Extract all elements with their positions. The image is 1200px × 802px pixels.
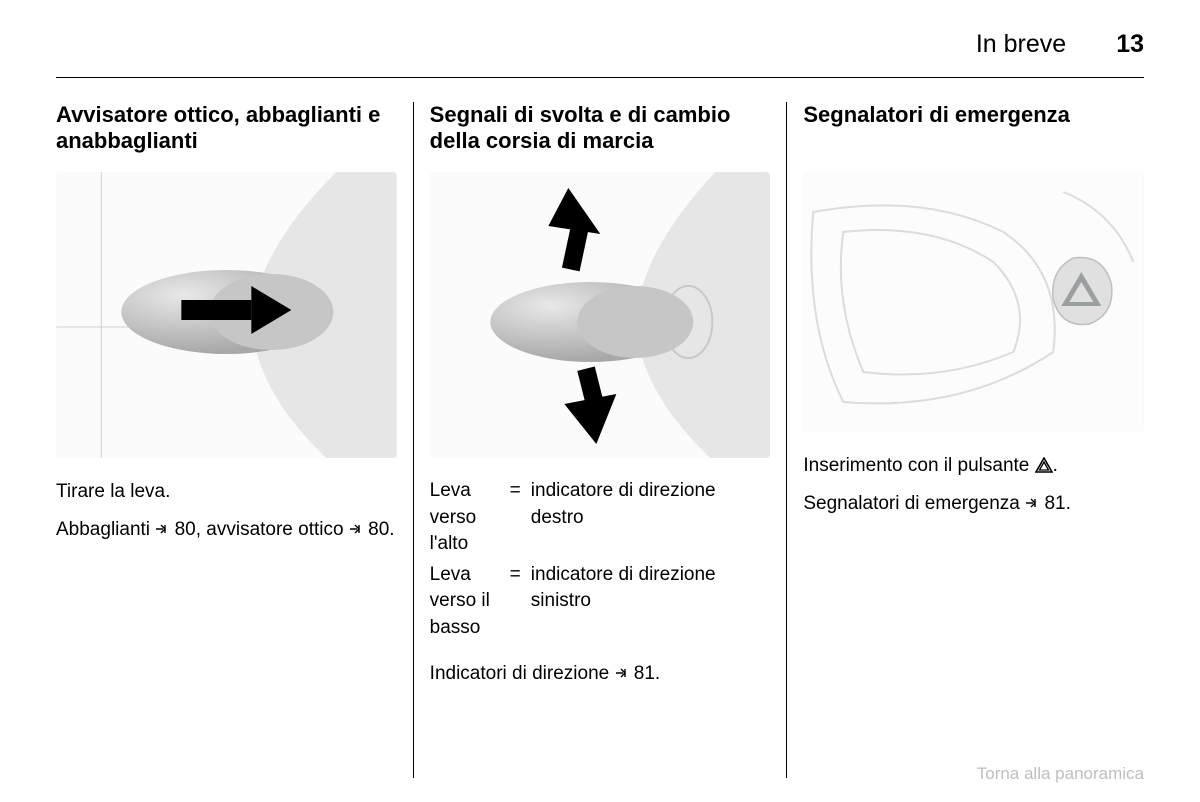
column-hazard: Segnalatori di emergenza Inserimento con… [787,102,1144,778]
illustration-hazard-button [803,172,1144,432]
row1-eq: = [510,478,531,562]
illustration-stalk-updown [430,172,771,458]
back-to-overview-link[interactable]: Torna alla panoramica [977,764,1144,784]
c3l2b: . [1066,493,1071,514]
column-turn-signals: Segnali di svolta e di cambio della cors… [414,102,787,778]
col2-fref: 81 [634,663,655,684]
content-columns: Avvisatore ottico, abbaglianti e anabbag… [56,102,1144,778]
reference-icon [155,522,169,536]
col3-line2: Segnalatori di emergenza 81. [803,490,1144,518]
col2-footer: Indicatori di direzione 81. [430,660,771,688]
col1-text-1: Tirare la leva. [56,478,397,506]
col1-ref2: 80 [368,519,389,540]
reference-icon [615,666,629,680]
col1-l2b: , avvisatore ottico [196,519,349,540]
c3l1a: Inserimento con il pulsante [803,455,1034,476]
table-row: Leva verso l'alto = indicatore di direzi… [430,478,771,562]
row1-right: indicatore di direzione destro [531,478,771,562]
col1-ref1: 80 [175,519,196,540]
col2-fb: . [655,663,660,684]
col1-text-2: Abbaglianti 80, avvisatore ottico 80. [56,516,397,544]
c3l2ref: 81 [1044,493,1065,514]
hazard-icon [1035,457,1053,473]
page-number: 13 [1116,30,1144,59]
row1-left: Leva verso l'alto [430,478,510,562]
col1-l2a: Abbaglianti [56,519,155,540]
column-headlight-flash: Avvisatore ottico, abbaglianti e anabbag… [56,102,413,778]
page-header: In breve 13 [56,30,1144,78]
illustration-stalk-push [56,172,397,458]
reference-icon [349,522,363,536]
section-name: In breve [976,30,1066,59]
row2-right: indicatore di direzione sinistro [531,562,771,646]
row2-eq: = [510,562,531,646]
c3l1b: . [1053,455,1058,476]
col3-title: Segnalatori di emergenza [803,102,1144,156]
turn-signal-table: Leva verso l'alto = indicatore di direzi… [430,478,771,646]
col2-title: Segnali di svolta e di cambio della cors… [430,102,771,156]
reference-icon [1025,496,1039,510]
c3l2a: Segnalatori di emergenza [803,493,1025,514]
col1-title: Avvisatore ottico, abbaglianti e anabbag… [56,102,397,156]
col2-fa: Indicatori di direzione [430,663,615,684]
col1-l2c: . [389,519,394,540]
row2-left: Leva verso il basso [430,562,510,646]
col3-line1: Inserimento con il pulsante . [803,452,1144,480]
table-row: Leva verso il basso = indicatore di dire… [430,562,771,646]
